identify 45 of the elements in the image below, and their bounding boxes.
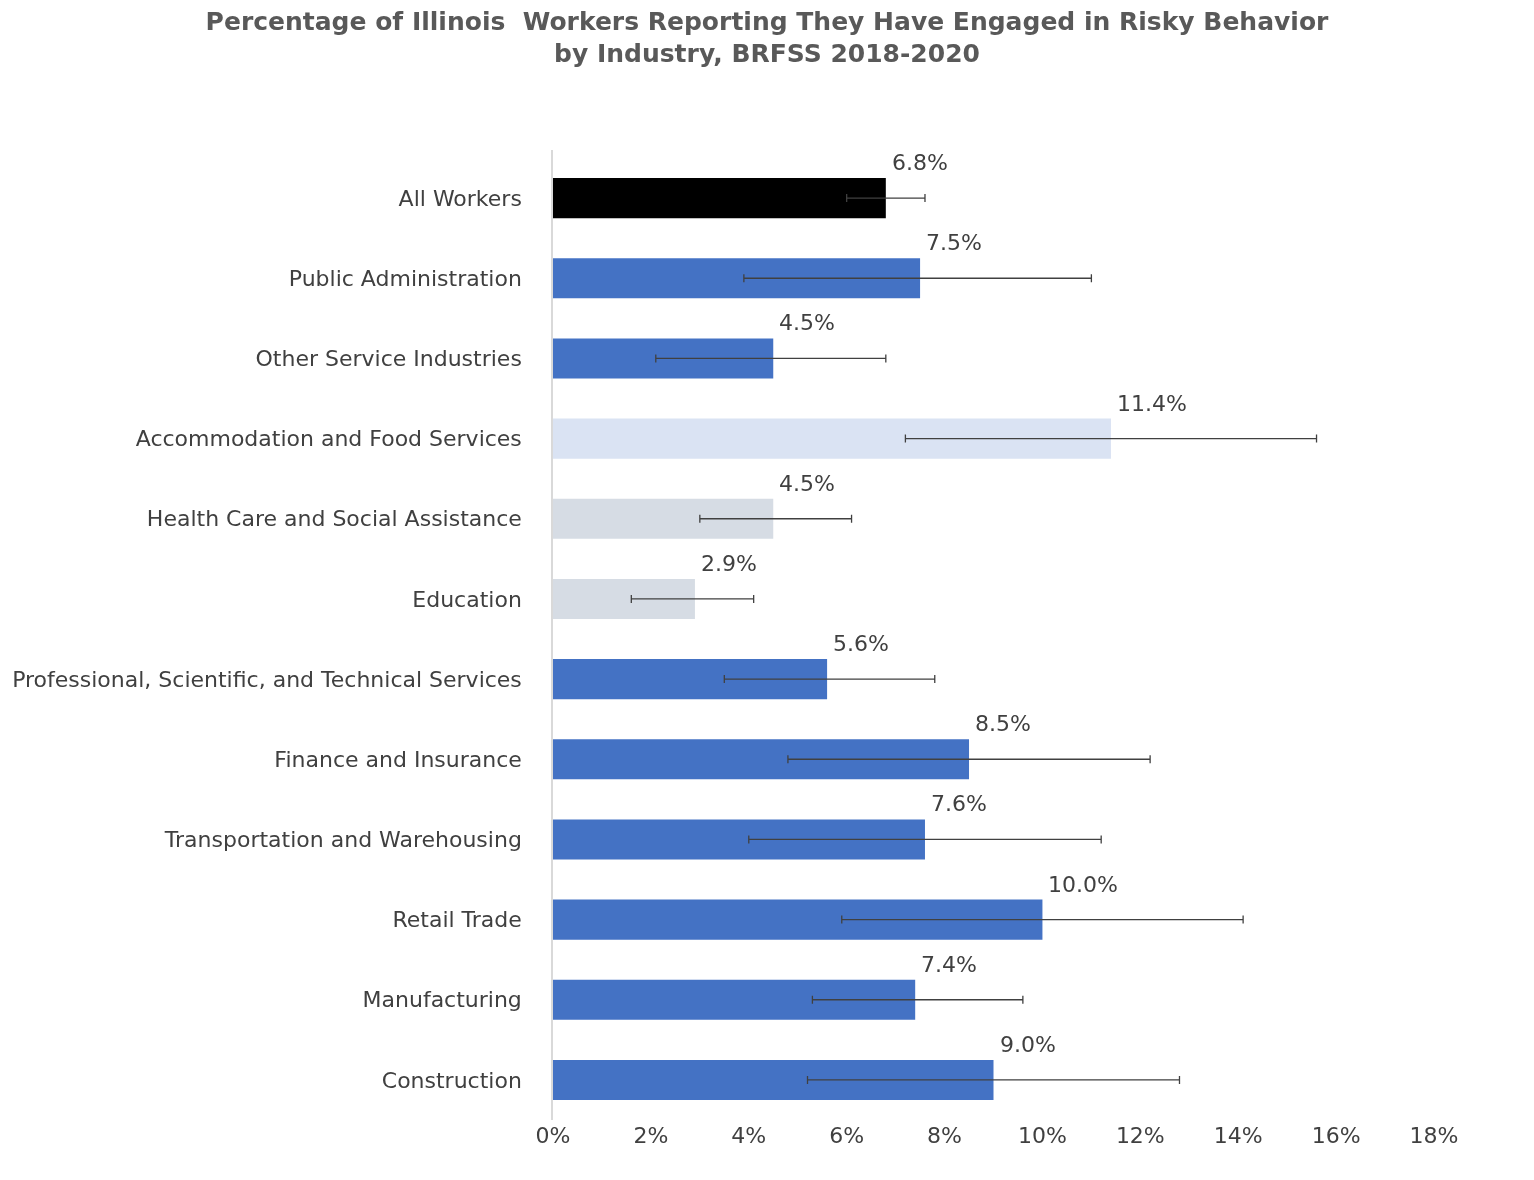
- bar: [553, 819, 925, 860]
- bar: [553, 1059, 994, 1100]
- y-tick-label: Education: [412, 586, 522, 612]
- x-tick-label: 12%: [1115, 1123, 1165, 1148]
- y-tick-label: All Workers: [398, 185, 522, 211]
- data-label: 7.5%: [926, 230, 982, 255]
- y-tick-label: Finance and Insurance: [274, 746, 522, 772]
- x-tick-label: 8%: [927, 1123, 963, 1148]
- data-label: 7.6%: [931, 791, 987, 816]
- bar: [553, 178, 886, 219]
- x-tick-label: 18%: [1409, 1123, 1459, 1148]
- data-label: 5.6%: [833, 631, 889, 656]
- y-tick-label: Transportation and Warehousing: [163, 827, 522, 853]
- data-label: 11.4%: [1117, 391, 1187, 416]
- bar: [553, 338, 774, 379]
- bar: [553, 739, 970, 780]
- y-tick-label: Retail Trade: [392, 907, 522, 933]
- data-label: 7.4%: [921, 952, 977, 977]
- bar: [553, 899, 1043, 940]
- data-label: 9.0%: [1000, 1032, 1056, 1057]
- bar: [553, 418, 1111, 459]
- chart-title: Percentage of Illinois Workers Reporting They Have Engaged in Risky Behavior by Industry, BRFSS 2018-2020: [205, 6, 1330, 68]
- bar: [553, 979, 916, 1020]
- y-tick-label: Health Care and Social Assistance: [146, 506, 522, 532]
- bar: [553, 659, 828, 700]
- data-label: 2.9%: [701, 551, 757, 576]
- y-tick-label: Other Service Industries: [255, 346, 522, 372]
- y-tick-label: Professional, Scientific, and Technical Services: [12, 666, 522, 692]
- y-tick-label: Manufacturing: [362, 987, 522, 1013]
- x-tick-label: 4%: [731, 1123, 767, 1148]
- data-label: 4.5%: [779, 471, 835, 496]
- data-label: 4.5%: [779, 310, 835, 335]
- x-tick-label: 2%: [633, 1123, 669, 1148]
- data-label: 10.0%: [1048, 872, 1118, 897]
- x-tick-label: 16%: [1311, 1123, 1361, 1148]
- y-tick-label: Construction: [381, 1067, 522, 1093]
- x-tick-label: 10%: [1017, 1123, 1067, 1148]
- y-tick-label: Accommodation and Food Services: [135, 426, 522, 452]
- data-label: 8.5%: [975, 711, 1031, 736]
- x-tick-label: 14%: [1213, 1123, 1263, 1148]
- x-tick-label: 0%: [535, 1123, 571, 1148]
- bar: [553, 258, 921, 299]
- x-tick-label: 6%: [829, 1123, 865, 1148]
- y-tick-label: Public Administration: [288, 265, 522, 291]
- data-label: 6.8%: [892, 150, 948, 175]
